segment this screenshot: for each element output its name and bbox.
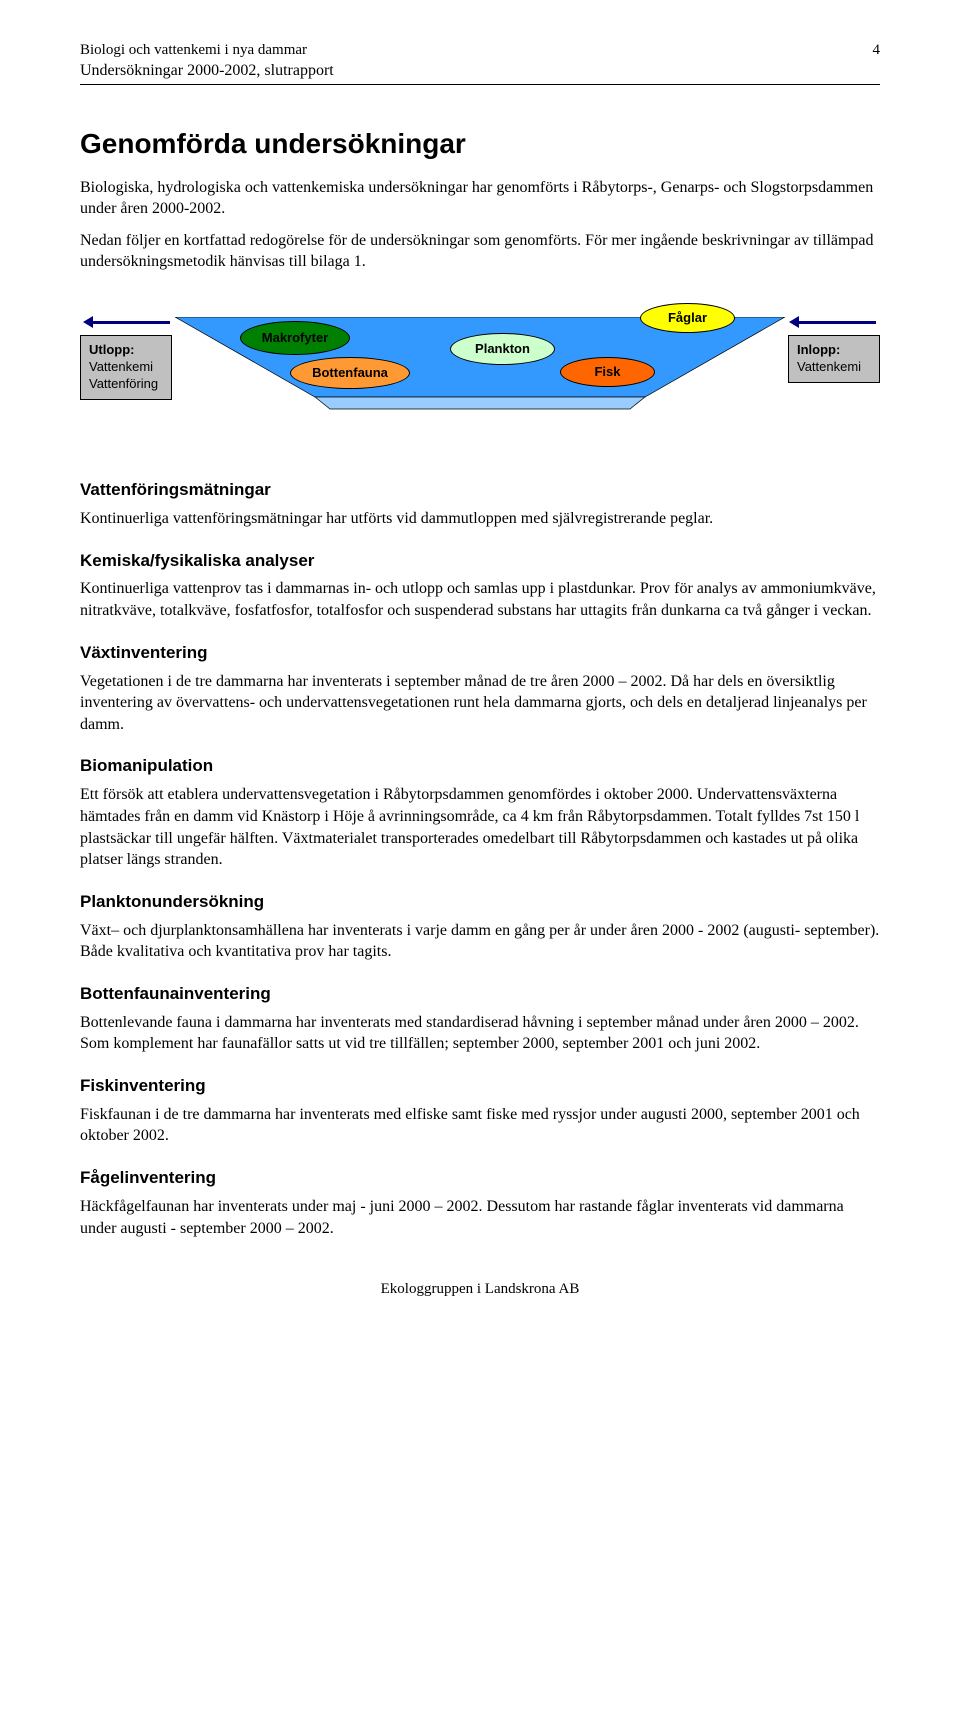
- intro-paragraph-2: Nedan följer en kortfattad redogörelse f…: [80, 230, 880, 273]
- page-title: Genomförda undersökningar: [80, 125, 880, 163]
- section-heading-bottenfauna: Bottenfaunainventering: [80, 983, 880, 1006]
- section-heading-vattenforing: Vattenföringsmätningar: [80, 479, 880, 502]
- plankton-label: Plankton: [475, 340, 530, 358]
- pond-sediment: [315, 397, 645, 409]
- bottenfauna-node: Bottenfauna: [290, 357, 410, 389]
- plankton-node: Plankton: [450, 333, 555, 365]
- makrofyter-node: Makrofyter: [240, 321, 350, 355]
- inlet-line1: Vattenkemi: [797, 359, 871, 376]
- header-divider: [80, 84, 880, 85]
- outlet-box: Utlopp: Vattenkemi Vattenföring: [80, 335, 172, 400]
- fisk-label: Fisk: [594, 363, 620, 381]
- section-heading-fiskinventering: Fiskinventering: [80, 1075, 880, 1098]
- page-number: 4: [873, 40, 881, 60]
- section-heading-fagelinventering: Fågelinventering: [80, 1167, 880, 1190]
- intro-paragraph-1: Biologiska, hydrologiska och vattenkemis…: [80, 177, 880, 220]
- header-title-line2: Undersökningar 2000-2002, slutrapport: [80, 60, 880, 82]
- section-text-vattenforing: Kontinuerliga vattenföringsmätningar har…: [80, 508, 880, 530]
- section-text-plankton: Växt– och djurplanktonsamhällena har inv…: [80, 920, 880, 963]
- section-heading-vaxtinventering: Växtinventering: [80, 642, 880, 665]
- outlet-title: Utlopp:: [89, 342, 163, 359]
- section-text-kemiska: Kontinuerliga vattenprov tas i dammarnas…: [80, 578, 880, 621]
- section-text-biomanipulation: Ett försök att etablera undervattensvege…: [80, 784, 880, 870]
- section-heading-kemiska: Kemiska/fysikaliska analyser: [80, 550, 880, 573]
- page-footer: Ekologgruppen i Landskrona AB: [80, 1279, 880, 1299]
- makrofyter-label: Makrofyter: [262, 329, 328, 347]
- faglar-label: Fåglar: [668, 309, 707, 327]
- header-title-line1: Biologi och vattenkemi i nya dammar: [80, 40, 307, 60]
- section-text-vaxtinventering: Vegetationen i de tre dammarna har inven…: [80, 671, 880, 736]
- section-heading-plankton: Planktonundersökning: [80, 891, 880, 914]
- section-text-bottenfauna: Bottenlevande fauna i dammarna har inven…: [80, 1012, 880, 1055]
- inlet-box: Inlopp: Vattenkemi: [788, 335, 880, 383]
- pond-diagram: Utlopp: Vattenkemi Vattenföring Inlopp: …: [80, 299, 880, 449]
- outlet-arrow: [92, 321, 170, 324]
- faglar-node: Fåglar: [640, 303, 735, 333]
- section-heading-biomanipulation: Biomanipulation: [80, 755, 880, 778]
- bottenfauna-label: Bottenfauna: [312, 364, 388, 382]
- inlet-title: Inlopp:: [797, 342, 871, 359]
- section-text-fiskinventering: Fiskfaunan i de tre dammarna har invente…: [80, 1104, 880, 1147]
- outlet-line2: Vattenföring: [89, 376, 163, 393]
- inlet-arrow: [798, 321, 876, 324]
- section-text-fagelinventering: Häckfågelfaunan har inventerats under ma…: [80, 1196, 880, 1239]
- outlet-line1: Vattenkemi: [89, 359, 163, 376]
- fisk-node: Fisk: [560, 357, 655, 387]
- page-header: Biologi och vattenkemi i nya dammar 4 Un…: [80, 40, 880, 82]
